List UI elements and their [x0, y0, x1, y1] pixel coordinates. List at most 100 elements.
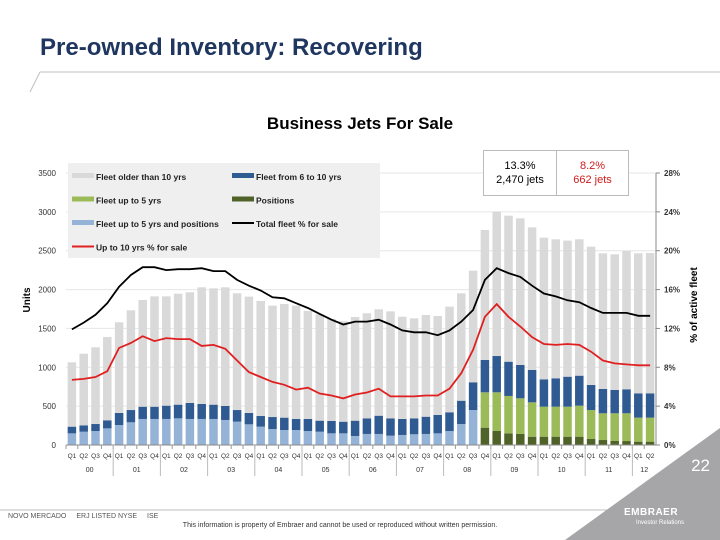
bar-older	[268, 305, 277, 418]
bar-up_to_5	[539, 406, 549, 437]
bar-six_to_ten	[280, 417, 289, 431]
bar-positions	[575, 436, 584, 445]
x-tick-label: Q4	[622, 453, 631, 460]
bar-older	[433, 315, 442, 416]
bar-six_to_ten	[173, 404, 183, 419]
y-tick-label: 0	[52, 441, 57, 450]
bar-six_to_ten	[645, 393, 655, 418]
bar-up_to_5_and_positions	[350, 435, 360, 445]
bar-six_to_ten	[209, 404, 218, 419]
annotation-total-jets: 2,470 jets	[496, 174, 544, 186]
x-tick-label: Q4	[575, 453, 584, 460]
bar-six_to_ten	[103, 420, 112, 429]
chart-title: Business Jets For Sale	[266, 114, 454, 133]
bar-older	[445, 306, 454, 413]
bar-up_to_5_and_positions	[457, 424, 466, 445]
bar-up_to_5_and_positions	[409, 434, 419, 445]
bar-older	[150, 296, 159, 407]
bar-six_to_ten	[150, 406, 159, 419]
title-rule	[29, 71, 720, 93]
bar-up_to_5_and_positions	[103, 428, 112, 445]
bar-up_to_5	[492, 392, 501, 432]
x-tick-label: Q4	[481, 453, 490, 460]
y2-tick-label: 12%	[664, 324, 680, 333]
bar-older	[173, 293, 183, 405]
bar-six_to_ten	[221, 405, 230, 420]
bar-six_to_ten	[504, 361, 513, 396]
bar-older	[575, 239, 584, 376]
bar-up_to_5_and_positions	[244, 424, 254, 445]
bar-older	[386, 311, 395, 419]
bar-up_to_5_and_positions	[114, 425, 124, 445]
bar-up_to_5	[645, 417, 655, 442]
x-tick-label: Q2	[457, 453, 466, 460]
bar-positions	[645, 441, 655, 445]
bar-up_to_5_and_positions	[339, 433, 348, 445]
y2-tick-label: 0%	[664, 441, 676, 450]
bar-up_to_5_and_positions	[398, 434, 407, 445]
bar-six_to_ten	[398, 418, 407, 435]
x-tick-label: Q2	[646, 453, 655, 460]
bar-up_to_5	[634, 417, 643, 442]
x-year-label: 12	[640, 467, 648, 474]
bar-positions	[563, 436, 572, 445]
bar-older	[492, 211, 501, 357]
nyse-logo: ERJ LISTED NYSE	[76, 513, 138, 520]
bar-older	[563, 240, 572, 377]
bar-up_to_5	[586, 410, 596, 440]
legend-swatch-up_to_5_and_positions	[72, 220, 94, 225]
legend-label-up_to_5: Fleet up to 5 yrs	[96, 196, 161, 206]
bar-older	[516, 218, 525, 365]
bar-older	[468, 270, 478, 383]
bar-positions	[504, 433, 513, 445]
bar-six_to_ten	[386, 418, 395, 436]
y2-tick-label: 4%	[664, 402, 676, 411]
x-tick-label: Q3	[138, 453, 147, 460]
embraer-logo: EMBRAER	[624, 507, 679, 518]
annotation-upto10-pct: 8.2%	[579, 160, 606, 172]
bar-six_to_ten	[291, 418, 301, 431]
bar-older	[244, 296, 254, 413]
y-tick-label: 2000	[38, 286, 56, 295]
bar-six_to_ten	[433, 415, 442, 434]
bar-older	[91, 347, 100, 425]
bar-older	[551, 239, 560, 379]
slide-title: Pre-owned Inventory: Recovering	[40, 34, 423, 61]
bar-up_to_5	[504, 395, 513, 434]
bar-six_to_ten	[598, 388, 608, 414]
y-tick-label: 3000	[38, 208, 56, 217]
bar-six_to_ten	[492, 356, 501, 393]
bar-older	[315, 314, 324, 421]
bar-up_to_5	[575, 405, 584, 437]
annotation-upto10-jets: 662 jets	[573, 174, 612, 186]
bar-older	[185, 292, 195, 403]
x-tick-label: Q2	[504, 453, 513, 460]
bar-older	[586, 246, 596, 386]
bar-six_to_ten	[586, 385, 596, 411]
bar-up_to_5_and_positions	[197, 418, 206, 445]
bar-older	[374, 309, 383, 416]
bar-up_to_5_and_positions	[67, 433, 77, 445]
bar-six_to_ten	[162, 405, 171, 419]
x-tick-label: Q3	[280, 453, 289, 460]
x-tick-label: Q2	[174, 453, 183, 460]
legend-swatch-up_to_5	[72, 196, 94, 202]
x-year-label: 09	[511, 467, 519, 474]
x-tick-label: Q1	[398, 453, 407, 460]
bar-up_to_5	[551, 406, 560, 437]
bar-positions	[598, 440, 608, 445]
bar-six_to_ten	[303, 418, 313, 432]
bar-up_to_5_and_positions	[468, 410, 478, 445]
bar-older	[79, 353, 88, 426]
x-tick-label: Q1	[445, 453, 454, 460]
y-tick-label: 3500	[38, 169, 56, 178]
bar-six_to_ten	[256, 416, 265, 427]
bar-six_to_ten	[350, 420, 360, 436]
bar-six_to_ten	[409, 418, 419, 435]
bar-up_to_5_and_positions	[291, 430, 301, 445]
x-year-label: 10	[558, 467, 566, 474]
ise-logo: ISE	[147, 513, 159, 520]
page-number: 22	[691, 456, 710, 475]
bar-six_to_ten	[622, 389, 631, 414]
bar-older	[280, 303, 289, 418]
